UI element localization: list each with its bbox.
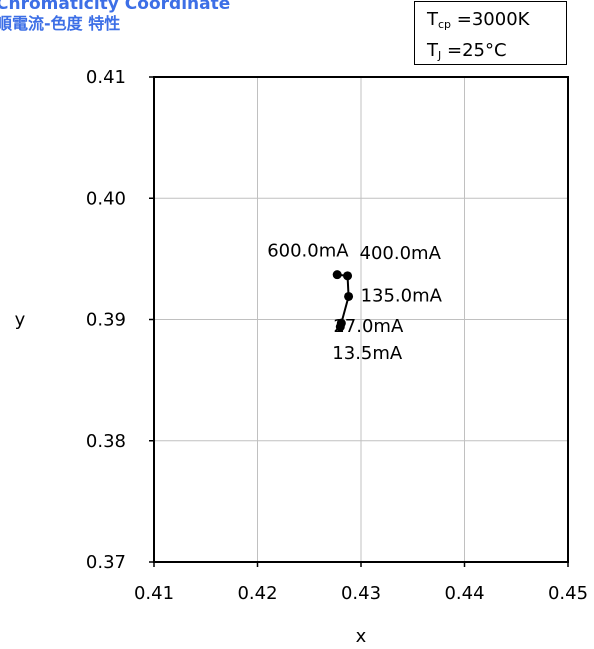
data-label: 13.5mA <box>332 343 403 364</box>
x-tick-label: 0.45 <box>548 583 588 604</box>
data-label: 400.0mA <box>360 243 442 264</box>
x-tick-label: 0.41 <box>134 583 174 604</box>
tcp-condition: Tcp =3000K <box>427 7 566 38</box>
tcp-value: =3000K <box>456 9 530 30</box>
tcp-subscript: cp <box>438 18 452 31</box>
tcp-symbol: T <box>427 9 438 30</box>
y-tick-label: 0.39 <box>86 310 126 331</box>
tj-value: =25°C <box>446 40 507 61</box>
x-axis-label: x <box>356 626 367 647</box>
chart-title: Chromaticity Coordinate 順電流-色度 特性 <box>0 0 230 34</box>
x-tick-label: 0.42 <box>237 583 277 604</box>
data-point <box>336 318 346 328</box>
data-point <box>343 271 353 281</box>
x-tick-label: 0.44 <box>444 583 484 604</box>
data-label: 135.0mA <box>361 285 443 306</box>
title-english: Chromaticity Coordinate <box>0 0 231 14</box>
data-point <box>332 270 342 280</box>
tj-symbol: T <box>427 40 438 61</box>
y-tick-label: 0.38 <box>86 431 126 452</box>
data-label: 27.0mA <box>333 316 404 337</box>
tj-subscript: J <box>438 49 442 62</box>
data-point <box>344 291 354 301</box>
conditions-box: Tcp =3000K TJ =25°C <box>414 1 567 65</box>
y-tick-label: 0.41 <box>86 67 126 88</box>
y-tick-label: 0.40 <box>86 188 126 209</box>
title-japanese: 順電流-色度 特性 <box>0 14 121 33</box>
tj-condition: TJ =25°C <box>427 38 566 69</box>
data-label: 600.0mA <box>267 241 349 262</box>
x-tick-label: 0.43 <box>341 583 381 604</box>
y-tick-label: 0.37 <box>86 552 126 573</box>
y-axis-label: y <box>15 310 26 331</box>
